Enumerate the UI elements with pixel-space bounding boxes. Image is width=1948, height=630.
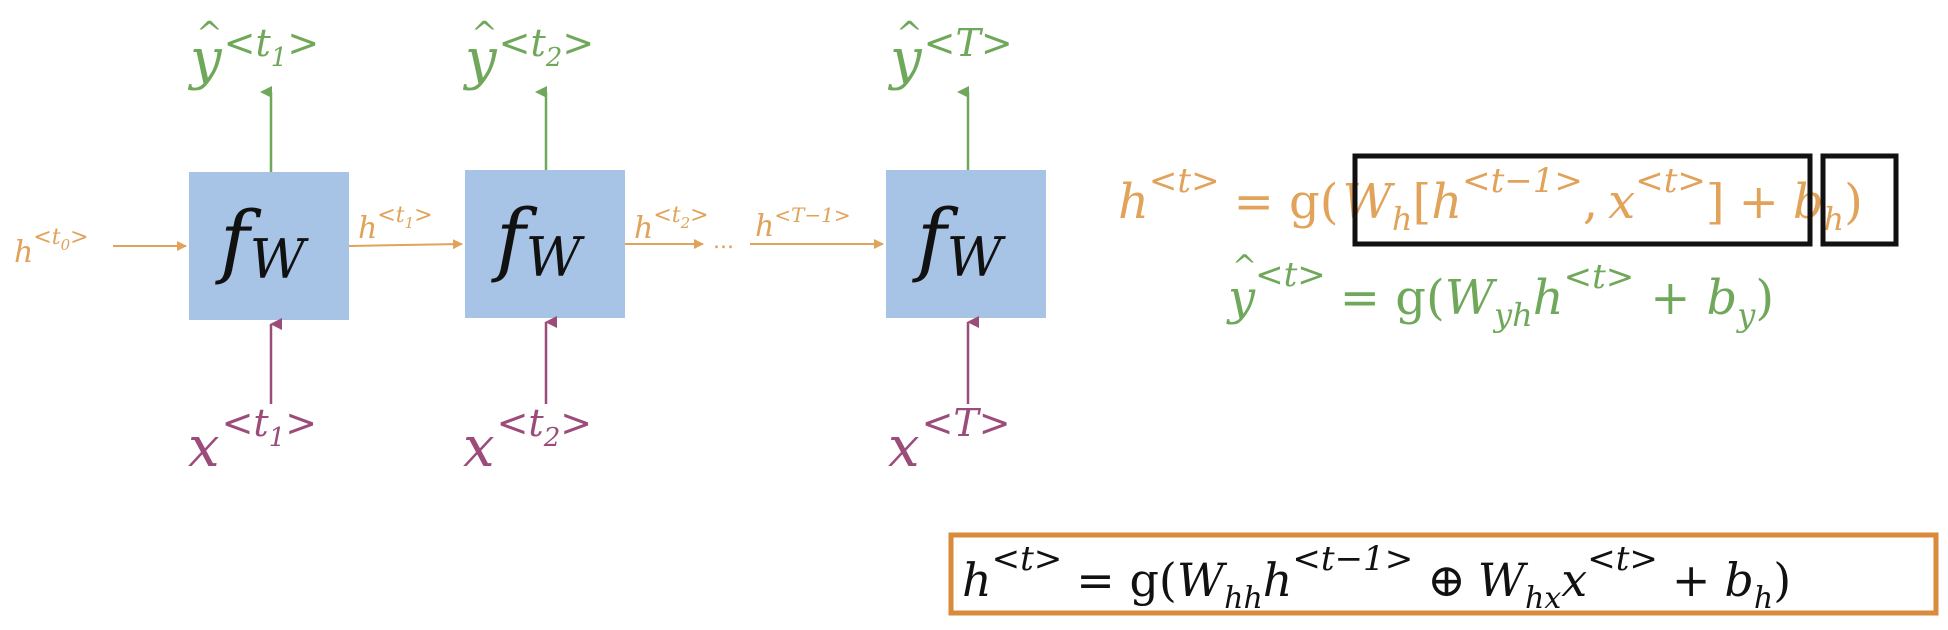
rnn-cell-3: fW [886,170,1046,318]
svg-text:y<t1>: y<t1> [187,21,319,92]
cell-box [886,170,1046,318]
rnn-cell-2: fW [465,170,625,318]
input-label-1: x<t1> [188,401,317,480]
cell-box [465,170,625,318]
svg-text:y<t2>: y<t2> [462,21,594,92]
hidden-label-h1: h<t1> [358,203,433,246]
output-label-2: y<t2> ^ [462,14,594,92]
cell-box [189,172,349,320]
equation-box [948,532,1939,616]
input-label-2: x<t2> [463,401,592,480]
rnn-cell-1: fW [189,172,349,320]
svg-text:^: ^ [196,14,223,52]
svg-text:^: ^ [471,14,498,52]
svg-text:^: ^ [1232,249,1257,284]
output-label-3: y<T> ^ [887,14,1013,92]
svg-text:y<t>= g(Wyhh<t>+by): y<t> = g(Wyhh<t> + by) [1226,255,1774,334]
hidden-ellipsis: ... [713,229,734,254]
hidden-label-h0: h<t0> [14,225,89,270]
equation-hidden-state: h<t> = g(Wh[h<t−1>, x<t>] + bh) [1118,153,1899,247]
equation-concat-form: h<t> = g(Whhh<t−1> ⊕ Whxx<t> + bh) [948,532,1939,616]
svg-text:h<t>= g(Whhh<t−1>⊕Whxx<t>+bh): h<t> = g(Whhh<t−1> ⊕ Whxx<t> + bh) [962,539,1791,616]
hidden-label-hT1: h<T−1> [755,203,851,244]
hidden-arrow-1 [348,239,463,250]
cell-label: fW [491,192,586,289]
equation-output: y<t> = g(Wyhh<t> + by) ^ [1226,249,1774,334]
input-label-3: x<T> [888,401,1011,480]
svg-text:^: ^ [896,14,923,52]
highlight-box-weights [1352,153,1813,247]
svg-text:y<T>: y<T> [887,21,1013,92]
highlight-box-bias [1820,153,1899,247]
svg-text:h<t>= g(Wh[h<t−1>,x<t>]+bh): h<t> = g(Wh[h<t−1>, x<t>] + bh) [1118,161,1863,238]
output-label-1: y<t1> ^ [187,14,319,92]
hidden-label-h2: h<t2> [634,203,709,246]
